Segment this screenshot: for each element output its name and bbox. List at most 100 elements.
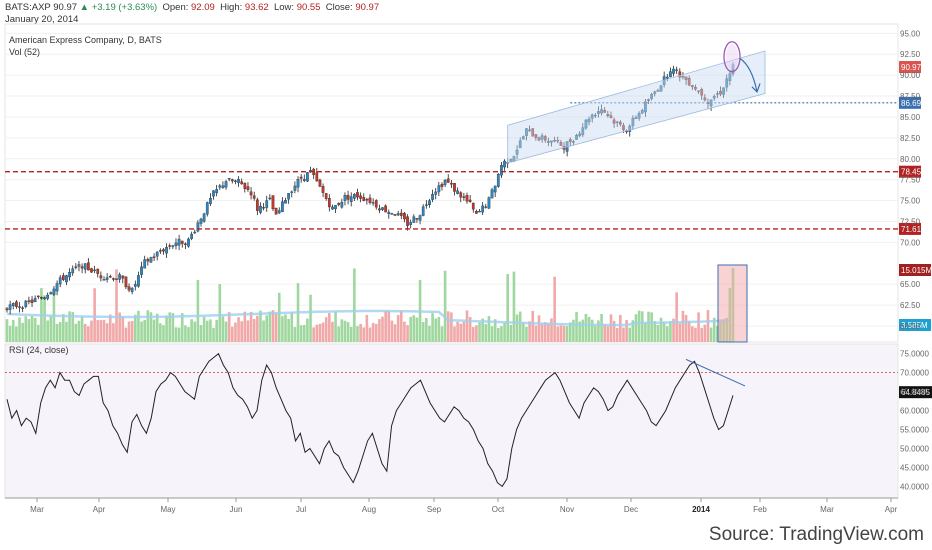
candle-body xyxy=(446,178,450,183)
volume-bar xyxy=(393,324,397,342)
candle-body xyxy=(5,308,9,311)
candle-body xyxy=(568,139,572,143)
candle-body xyxy=(68,272,71,278)
candle-body xyxy=(40,297,43,299)
candle-body xyxy=(443,180,447,185)
volume-bar xyxy=(468,316,472,342)
volume-bar xyxy=(65,321,68,342)
candle-body xyxy=(500,165,503,176)
arrow-head-icon xyxy=(751,83,761,93)
volume-ma-line xyxy=(6,309,730,327)
volume-bar xyxy=(678,323,682,342)
volume-bar xyxy=(653,321,657,342)
candle-body xyxy=(218,185,222,188)
price-tick-label: 95.00 xyxy=(900,29,921,38)
candle-body xyxy=(255,199,259,211)
price-tick-label: 92.50 xyxy=(900,50,921,59)
volume-bar xyxy=(277,292,281,342)
candle-body xyxy=(180,240,184,244)
candle-body xyxy=(99,275,103,279)
volume-bar xyxy=(177,327,181,342)
volume-bar xyxy=(312,327,315,342)
price-tick-label: 77.50 xyxy=(900,176,921,185)
volume-bar xyxy=(506,274,509,342)
volume-bar xyxy=(381,316,384,342)
candle-body xyxy=(471,202,475,210)
candle-body xyxy=(290,191,294,193)
volume-bar xyxy=(340,319,344,342)
rsi-title: RSI (24, close) xyxy=(9,345,69,355)
candle-body xyxy=(230,179,234,182)
candle-body xyxy=(71,268,75,274)
candle-body xyxy=(434,191,438,195)
volume-bar xyxy=(572,319,575,342)
candle-body xyxy=(521,136,525,140)
x-tick-label: Jul xyxy=(296,505,306,514)
volume-bar xyxy=(43,295,46,342)
volume-bar xyxy=(118,312,121,342)
rsi-tick-label: 65.0000 xyxy=(900,388,929,397)
candle-body xyxy=(90,268,93,273)
candle-body xyxy=(205,202,209,215)
volume-bar xyxy=(528,321,531,342)
candle-body xyxy=(716,93,719,95)
candle-body xyxy=(453,183,456,192)
candle-body xyxy=(77,264,81,267)
volume-bar xyxy=(202,316,206,342)
volume-bar xyxy=(271,310,275,342)
volume-bar xyxy=(490,326,494,342)
candle-body xyxy=(74,266,78,268)
volume-bar xyxy=(459,323,463,342)
candle-body xyxy=(174,242,178,246)
candle-body xyxy=(556,140,560,142)
volume-bar xyxy=(212,327,215,342)
volume-bar xyxy=(102,319,106,342)
price-tag-label: 71.61 xyxy=(901,225,922,234)
price-tag xyxy=(899,222,921,235)
volume-bar xyxy=(328,313,331,342)
candle-body xyxy=(581,127,585,136)
x-tick-label: Nov xyxy=(560,505,574,514)
candle-body xyxy=(137,275,140,287)
volume-bar xyxy=(565,326,569,342)
candle-body xyxy=(243,182,247,189)
candle-body xyxy=(481,205,485,213)
volume-bar xyxy=(218,283,222,342)
volume-bar xyxy=(556,326,560,342)
volume-tag xyxy=(899,319,931,331)
candle-body xyxy=(249,191,253,196)
candle-body xyxy=(80,266,84,269)
volume-bar xyxy=(140,321,143,342)
volume-bar xyxy=(112,323,115,342)
candle-body xyxy=(415,218,419,220)
volume-bar xyxy=(425,317,428,342)
volume-bar xyxy=(559,325,563,342)
low-label: Low: xyxy=(273,2,295,13)
candle-body xyxy=(340,201,344,208)
rsi-tick-label: 50.0000 xyxy=(900,444,929,453)
volume-bar xyxy=(337,326,341,342)
candle-body xyxy=(21,307,24,309)
volume-bar xyxy=(399,310,403,342)
volume-bar xyxy=(205,320,209,342)
candle-body xyxy=(349,196,353,202)
candle-body xyxy=(550,140,553,143)
price-series xyxy=(5,61,735,315)
candle-body xyxy=(221,185,225,188)
volume-bar xyxy=(640,311,644,342)
candle-body xyxy=(252,195,256,199)
candle-body xyxy=(600,109,603,114)
candle-body xyxy=(606,114,610,117)
volume-bar xyxy=(534,325,538,342)
candle-body xyxy=(246,186,250,190)
price-tag xyxy=(899,165,921,178)
candle-body xyxy=(503,160,506,168)
panel-backgrounds xyxy=(4,23,899,499)
volume-bar xyxy=(21,322,24,342)
candle-body xyxy=(133,284,137,287)
volume-bar xyxy=(672,318,675,342)
price-tag xyxy=(899,96,921,109)
candle-body xyxy=(665,76,669,79)
price-tick-label: 80.00 xyxy=(900,155,921,164)
